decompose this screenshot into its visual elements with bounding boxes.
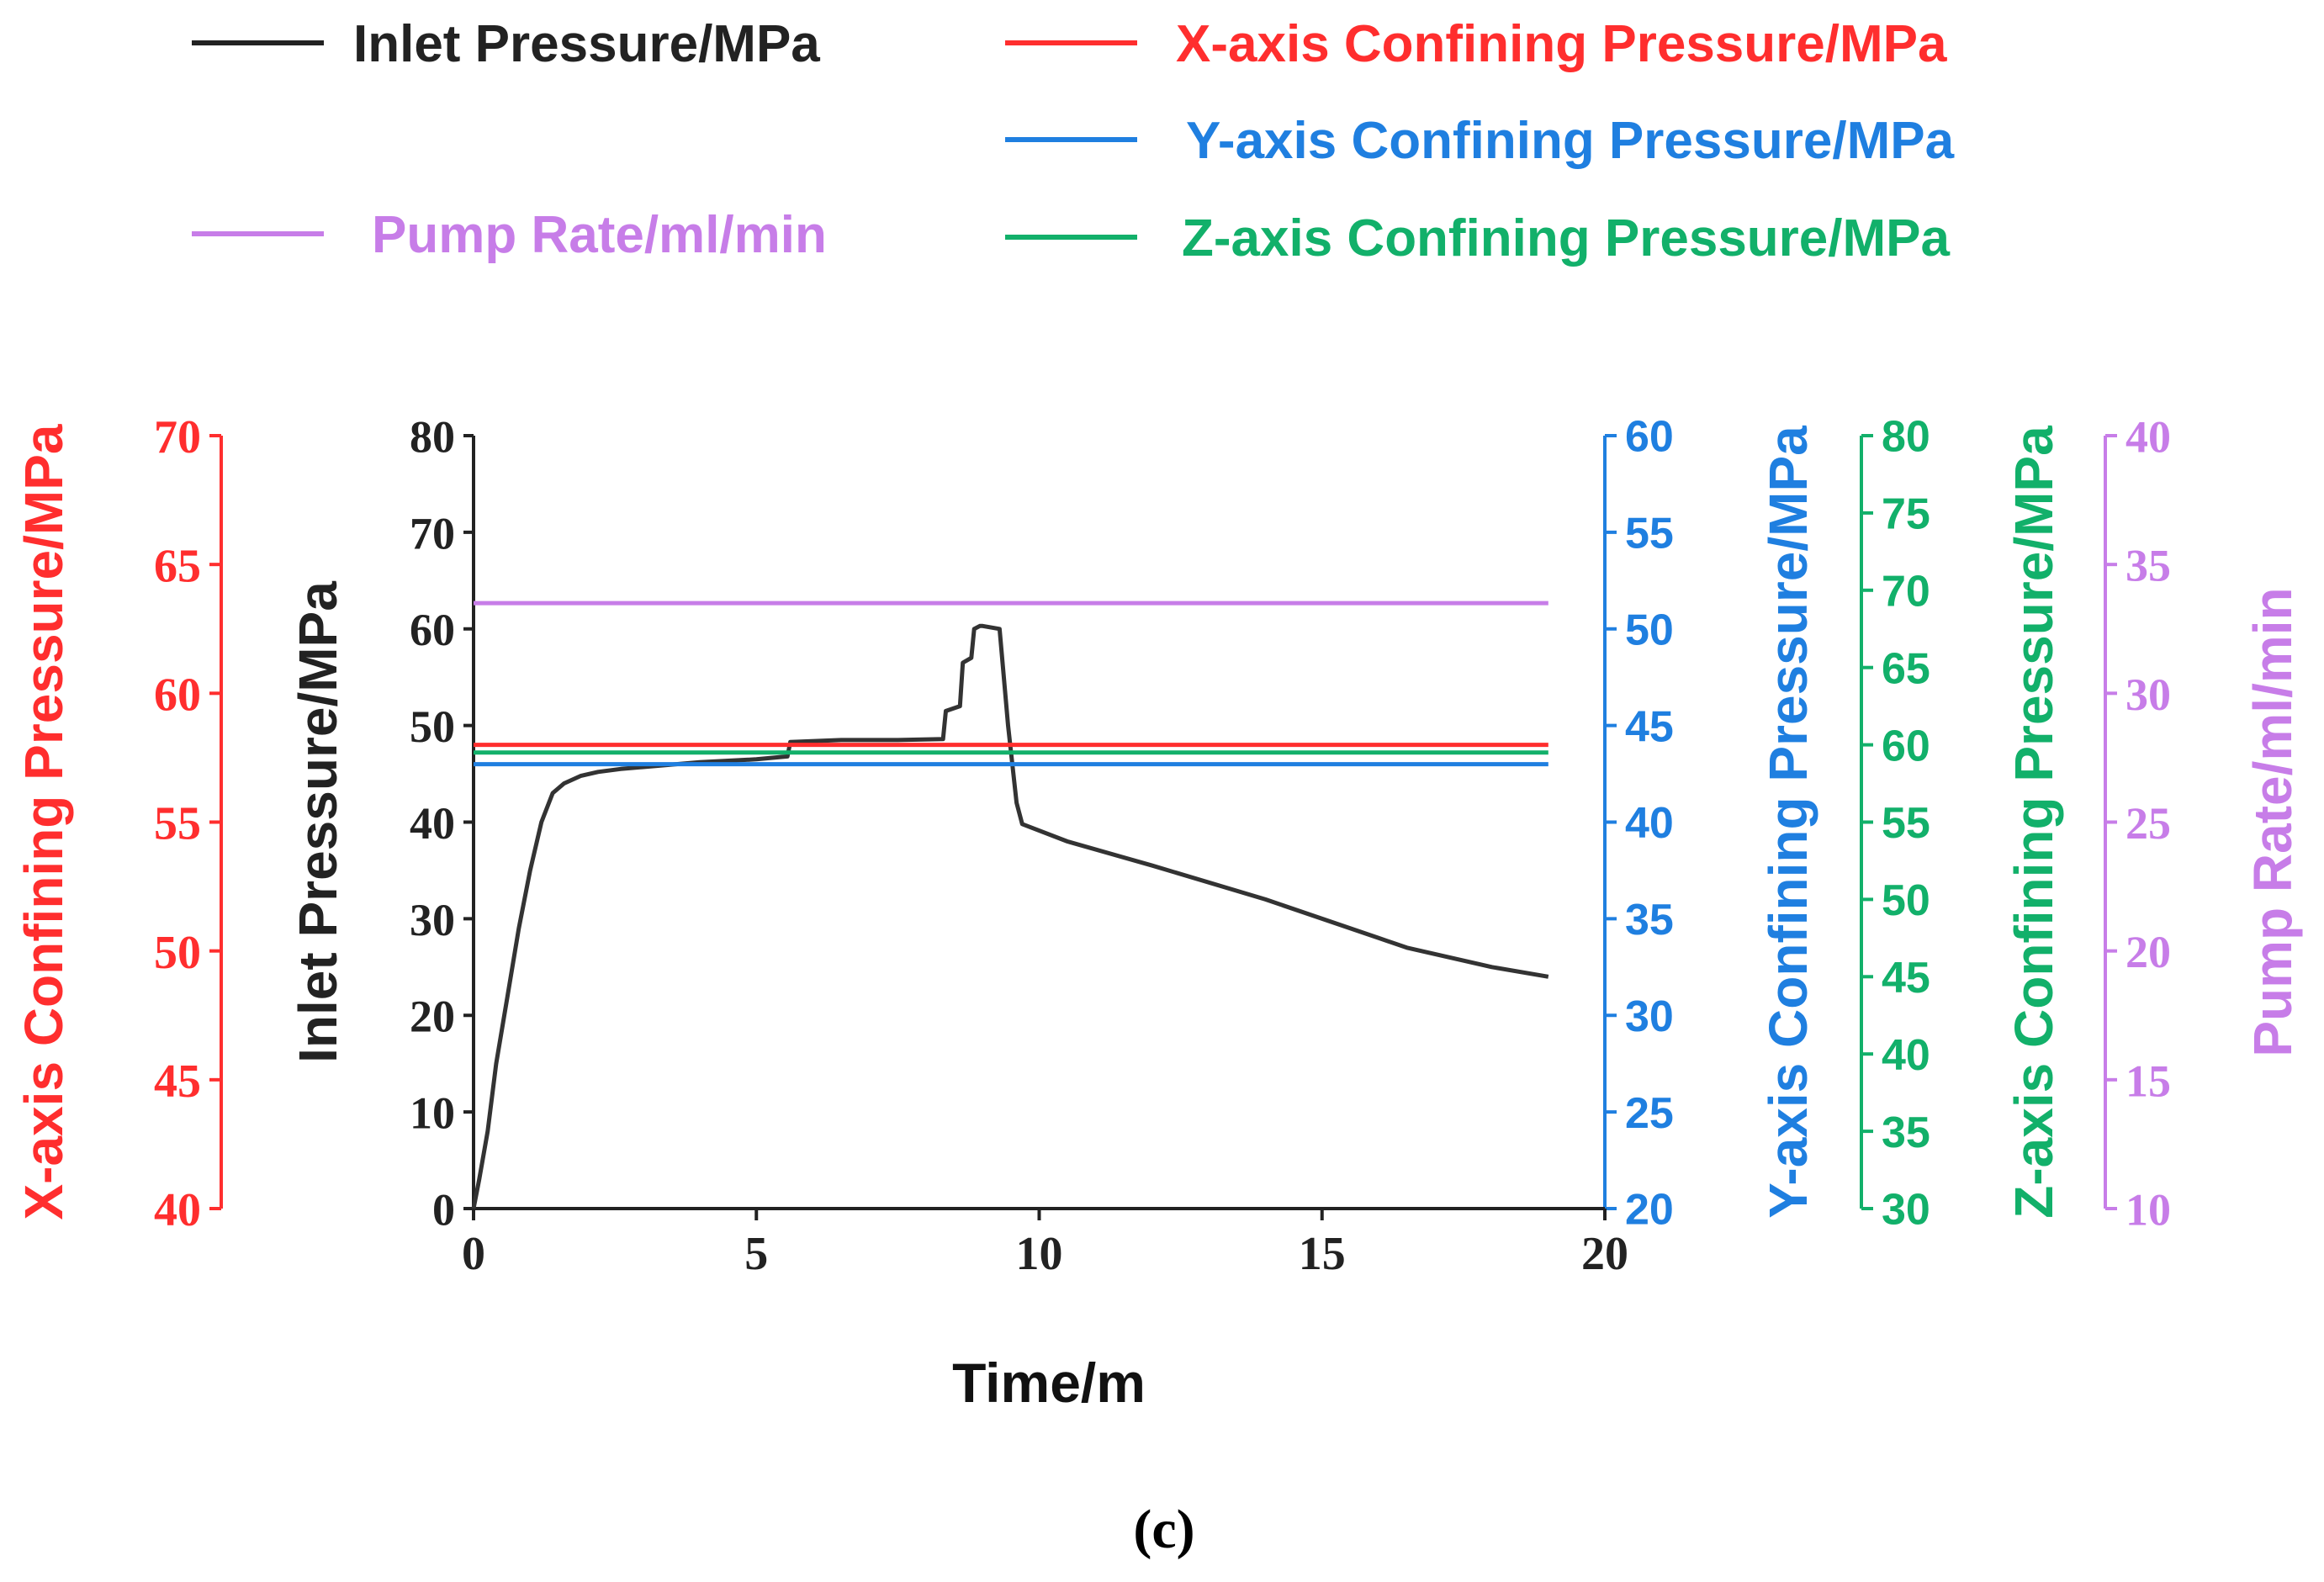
tick-label-z: 45 (1882, 954, 1930, 1003)
axis-label-inlet: Inlet Pressure/MPa (288, 581, 348, 1063)
legend-entry-z: Z-axis Confining Pressure/MPa (1005, 209, 1951, 267)
x-axis: 0 5 10 15 20 (462, 1207, 1628, 1280)
legend-label-z: Z-axis Confining Pressure/MPa (1182, 209, 1951, 267)
tick-label-y: 55 (1625, 510, 1674, 558)
tick-label-y: 20 (1625, 1186, 1674, 1235)
axis-pump: 10 15 20 25 30 35 40 Pump Rate/ml/min (2104, 411, 2303, 1235)
tick-label-y: 25 (1625, 1089, 1674, 1138)
legend-label-inlet: Inlet Pressure/MPa (353, 15, 820, 73)
tick-label-y: 45 (1625, 702, 1674, 751)
tick-label-inlet: 20 (410, 992, 455, 1042)
tick-label-x: 50 (154, 927, 201, 979)
tick-label-pump: 10 (2125, 1184, 2171, 1235)
tick-label-inlet: 60 (410, 605, 455, 655)
tick-label-z: 65 (1882, 644, 1930, 693)
tick-label-y: 35 (1625, 896, 1674, 944)
tick-label-z: 70 (1882, 568, 1930, 616)
x-tick-label: 10 (1016, 1228, 1063, 1280)
axis-label-y: Y-axis Confining Pressure/MPa (1758, 426, 1818, 1219)
x-tick-label: 15 (1299, 1228, 1346, 1280)
tick-label-pump: 15 (2125, 1056, 2171, 1106)
axis-z: 30 35 40 45 50 55 60 65 70 75 80 Z-axis Confining P… (1860, 413, 2064, 1235)
tick-label-x: 60 (154, 669, 201, 721)
tick-label-z: 50 (1882, 876, 1930, 925)
x-tick-label: 20 (1581, 1228, 1628, 1280)
tick-label-x: 65 (154, 540, 201, 592)
tick-label-x: 55 (154, 798, 201, 850)
x-tick-label: 5 (744, 1228, 768, 1280)
tick-label-pump: 30 (2125, 669, 2171, 720)
tick-label-inlet: 30 (410, 895, 455, 945)
x-axis-label: Time/m (952, 1352, 1146, 1414)
legend-entry-x: X-axis Confining Pressure/MPa (1005, 15, 1947, 73)
legend-label-pump: Pump Rate/ml/min (372, 206, 827, 264)
tick-label-inlet: 50 (410, 701, 455, 752)
tick-label-z: 60 (1882, 722, 1930, 770)
tick-label-pump: 40 (2125, 411, 2171, 462)
tick-label-z: 35 (1882, 1108, 1930, 1157)
tick-label-inlet: 70 (410, 508, 455, 558)
tick-label-z: 30 (1882, 1186, 1930, 1235)
series-line-inlet (471, 623, 1549, 1209)
tick-label-y: 60 (1625, 413, 1674, 462)
tick-label-pump: 35 (2125, 541, 2171, 591)
tick-label-x: 45 (154, 1056, 201, 1108)
axis-label-x: X-axis Confining Pressure/MPa (13, 424, 74, 1220)
tick-label-z: 55 (1882, 799, 1930, 848)
tick-label-z: 75 (1882, 490, 1930, 539)
tick-label-inlet: 40 (410, 798, 455, 849)
tick-label-inlet: 80 (410, 411, 455, 462)
legend-label-x: X-axis Confining Pressure/MPa (1176, 15, 1947, 73)
axis-inlet: 0 10 20 30 40 50 60 70 80 Inlet Pressure/MPa (288, 411, 475, 1235)
tick-label-y: 50 (1625, 606, 1674, 654)
legend-label-y: Y-axis Confining Pressure/MPa (1186, 112, 1955, 170)
axis-label-pump: Pump Rate/ml/min (2242, 587, 2303, 1056)
tick-label-pump: 20 (2125, 927, 2171, 977)
tick-label-y: 40 (1625, 799, 1674, 848)
axis-y: 20 25 30 35 40 45 50 55 60 Y-axis Confining Press… (1603, 413, 1818, 1235)
tick-label-pump: 25 (2125, 798, 2171, 849)
legend-entry-pump: Pump Rate/ml/min (192, 206, 827, 264)
tick-label-inlet: 10 (410, 1088, 455, 1139)
tick-label-y: 30 (1625, 992, 1674, 1041)
x-tick-label: 0 (462, 1228, 485, 1280)
legend-entry-inlet: Inlet Pressure/MPa (192, 15, 820, 73)
panel-label: (c) (1133, 1499, 1194, 1560)
tick-label-z: 80 (1882, 413, 1930, 462)
tick-label-inlet: 0 (432, 1184, 455, 1235)
legend: Inlet Pressure/MPa X-axis Confining Press… (192, 15, 1955, 267)
legend-entry-y: Y-axis Confining Pressure/MPa (1005, 112, 1955, 170)
tick-label-z: 40 (1882, 1031, 1930, 1080)
axis-label-z: Z-axis Confining Pressure/MPa (2004, 426, 2064, 1219)
series (471, 601, 1549, 1209)
tick-label-x: 40 (154, 1184, 201, 1236)
tick-label-x: 70 (154, 411, 201, 463)
axis-x: 40 45 50 55 60 65 70 X-axis Confining Pressure/… (13, 411, 223, 1236)
